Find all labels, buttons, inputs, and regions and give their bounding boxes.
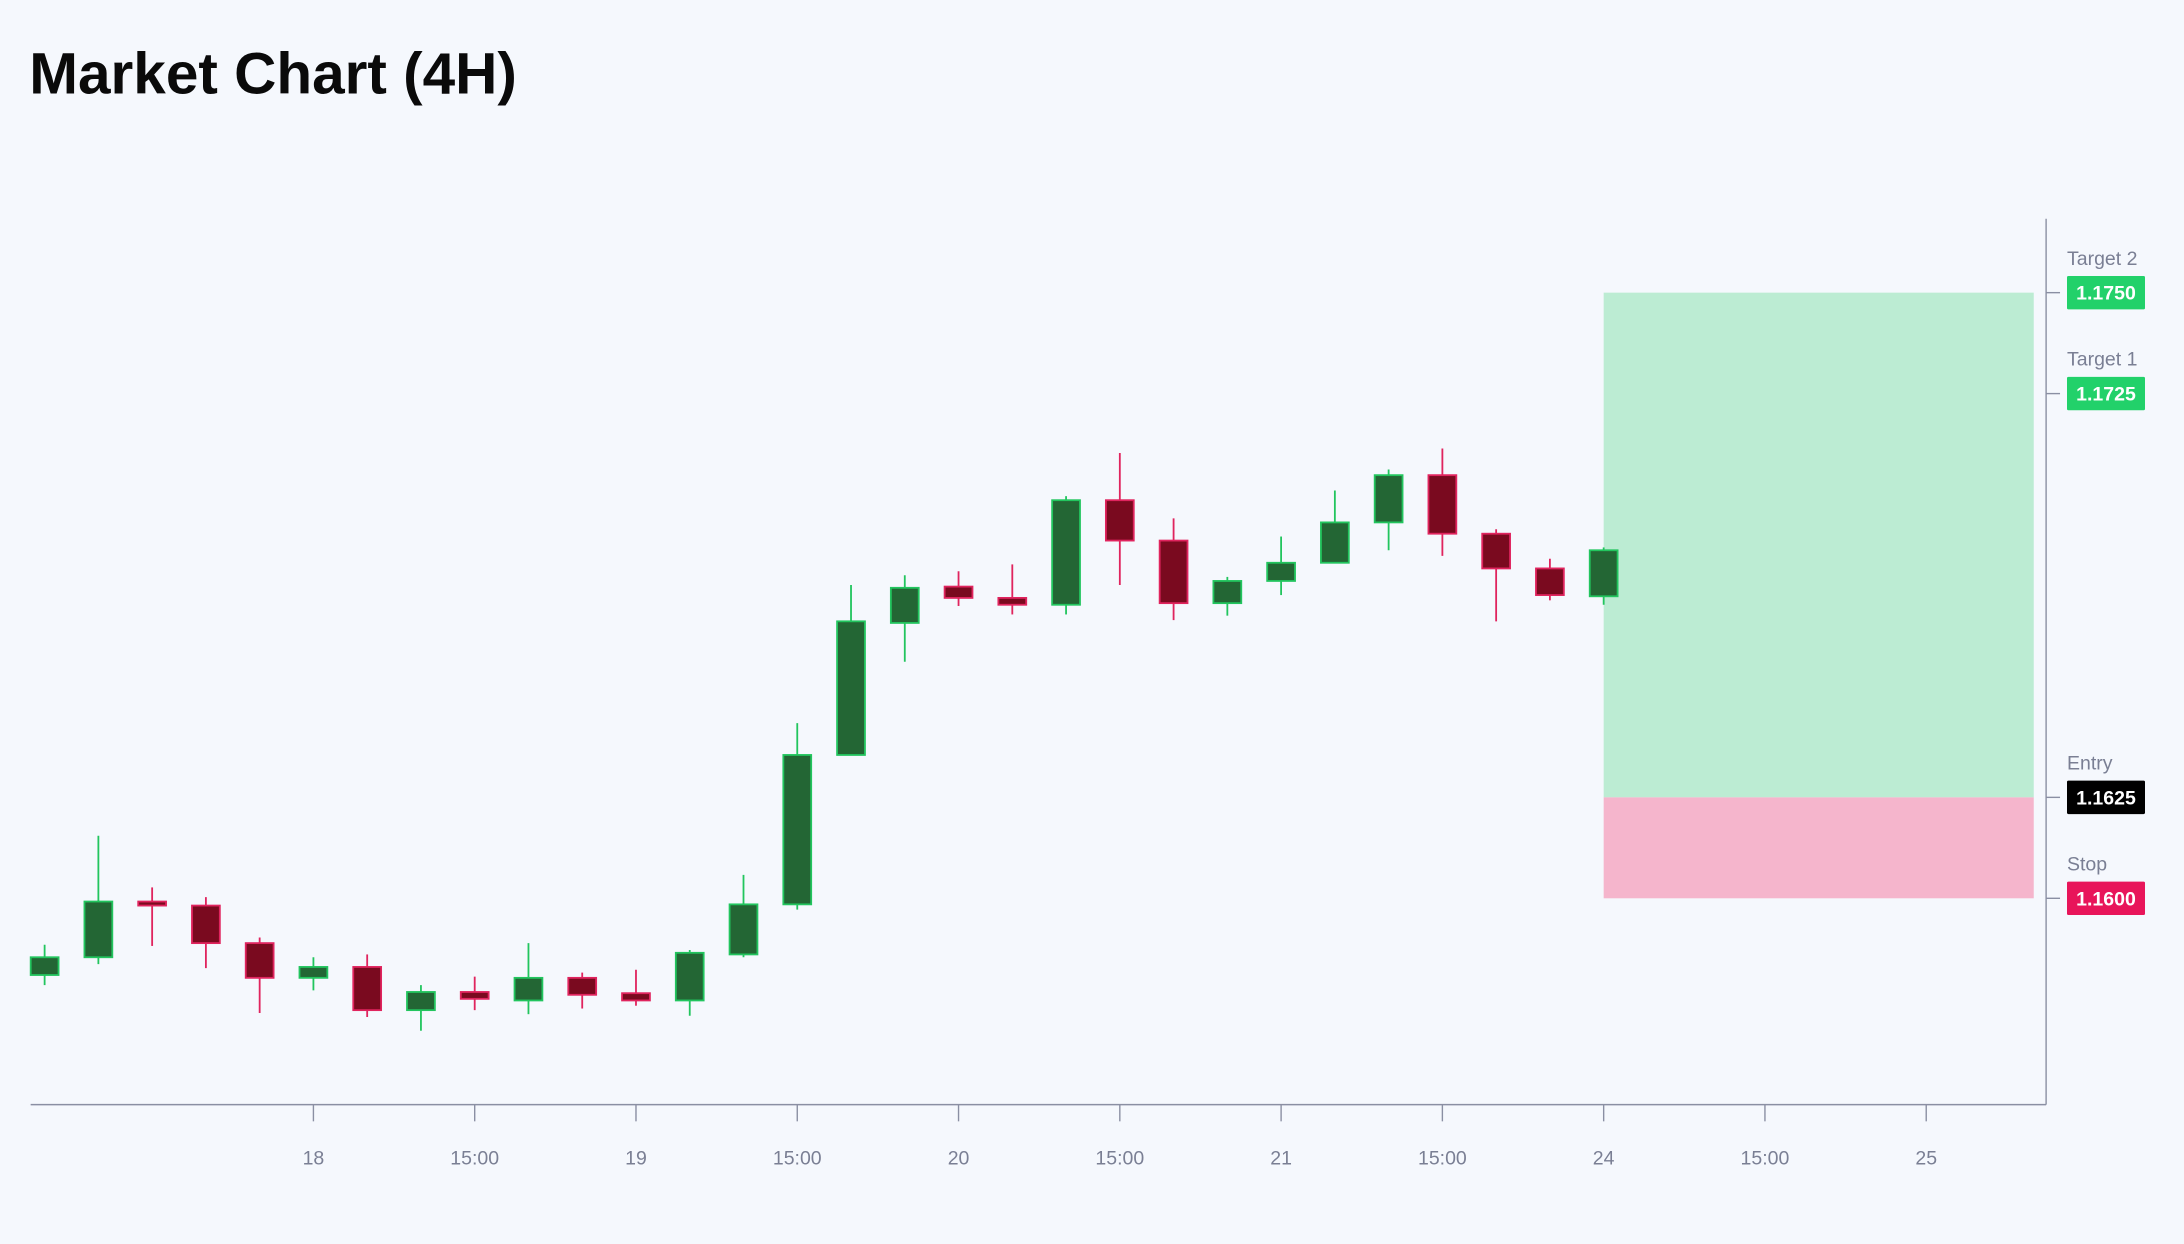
candle-body: [567, 976, 598, 996]
candle-body: [836, 620, 866, 756]
candle-body: [997, 596, 1028, 606]
candle-body: [298, 966, 329, 979]
candle-body: [1212, 580, 1243, 605]
x-tick-label: 25: [1915, 1148, 1937, 1170]
candle-body: [1158, 539, 1189, 605]
level-name: Target 1: [2067, 349, 2137, 371]
x-tick-label: 19: [625, 1148, 647, 1170]
candle-body: [1266, 561, 1296, 582]
candle-body: [1588, 549, 1619, 598]
candle-body: [782, 754, 813, 906]
candle-body: [728, 903, 759, 956]
candle-body: [29, 956, 60, 976]
candle-body: [1373, 474, 1404, 524]
x-tick-label: 18: [303, 1148, 325, 1170]
level-price: 1.1750: [2076, 283, 2136, 305]
level-badge: [2067, 881, 2145, 916]
candle-body: [513, 976, 544, 1002]
x-tick-label: 21: [1270, 1148, 1292, 1170]
candle-body: [1051, 499, 1081, 606]
candle-body: [943, 585, 974, 599]
x-tick-label: 15:00: [1095, 1148, 1144, 1170]
level-badge: [2067, 376, 2145, 411]
candle-body: [244, 942, 275, 979]
candle-body: [191, 904, 221, 945]
loss-zone: [1603, 797, 2034, 899]
candle-body: [352, 966, 383, 1012]
x-tick-label: 15:00: [450, 1148, 499, 1170]
x-tick-label: 15:00: [1741, 1148, 1790, 1170]
candle-body: [459, 991, 490, 1000]
candle-body: [1104, 499, 1135, 542]
profit-zone: [1603, 292, 2034, 798]
candle-body: [406, 991, 436, 1012]
candle-body: [1427, 474, 1458, 535]
level-price: 1.1625: [2076, 787, 2136, 809]
level-price: 1.1725: [2076, 384, 2136, 406]
level-badge: [2067, 780, 2145, 815]
level-name: Target 2: [2067, 248, 2137, 270]
chart-title: Market Chart (4H): [29, 41, 517, 106]
x-tick-label: 24: [1593, 1148, 1615, 1170]
x-tick-label: 15:00: [1418, 1148, 1467, 1170]
candle-body: [1481, 532, 1511, 570]
candle-body: [1535, 567, 1565, 596]
candle-body: [83, 900, 114, 959]
level-badge: [2067, 275, 2145, 310]
candle-body: [137, 900, 167, 907]
candle-body: [621, 992, 651, 1002]
x-tick-label: 20: [948, 1148, 970, 1170]
level-price: 1.1600: [2076, 888, 2136, 910]
candle-body: [1320, 521, 1350, 564]
candle-body: [674, 951, 705, 1002]
candle-body: [889, 586, 920, 624]
x-tick-label: 15:00: [773, 1148, 822, 1170]
level-name: Stop: [2067, 853, 2107, 875]
level-name: Entry: [2067, 753, 2113, 775]
